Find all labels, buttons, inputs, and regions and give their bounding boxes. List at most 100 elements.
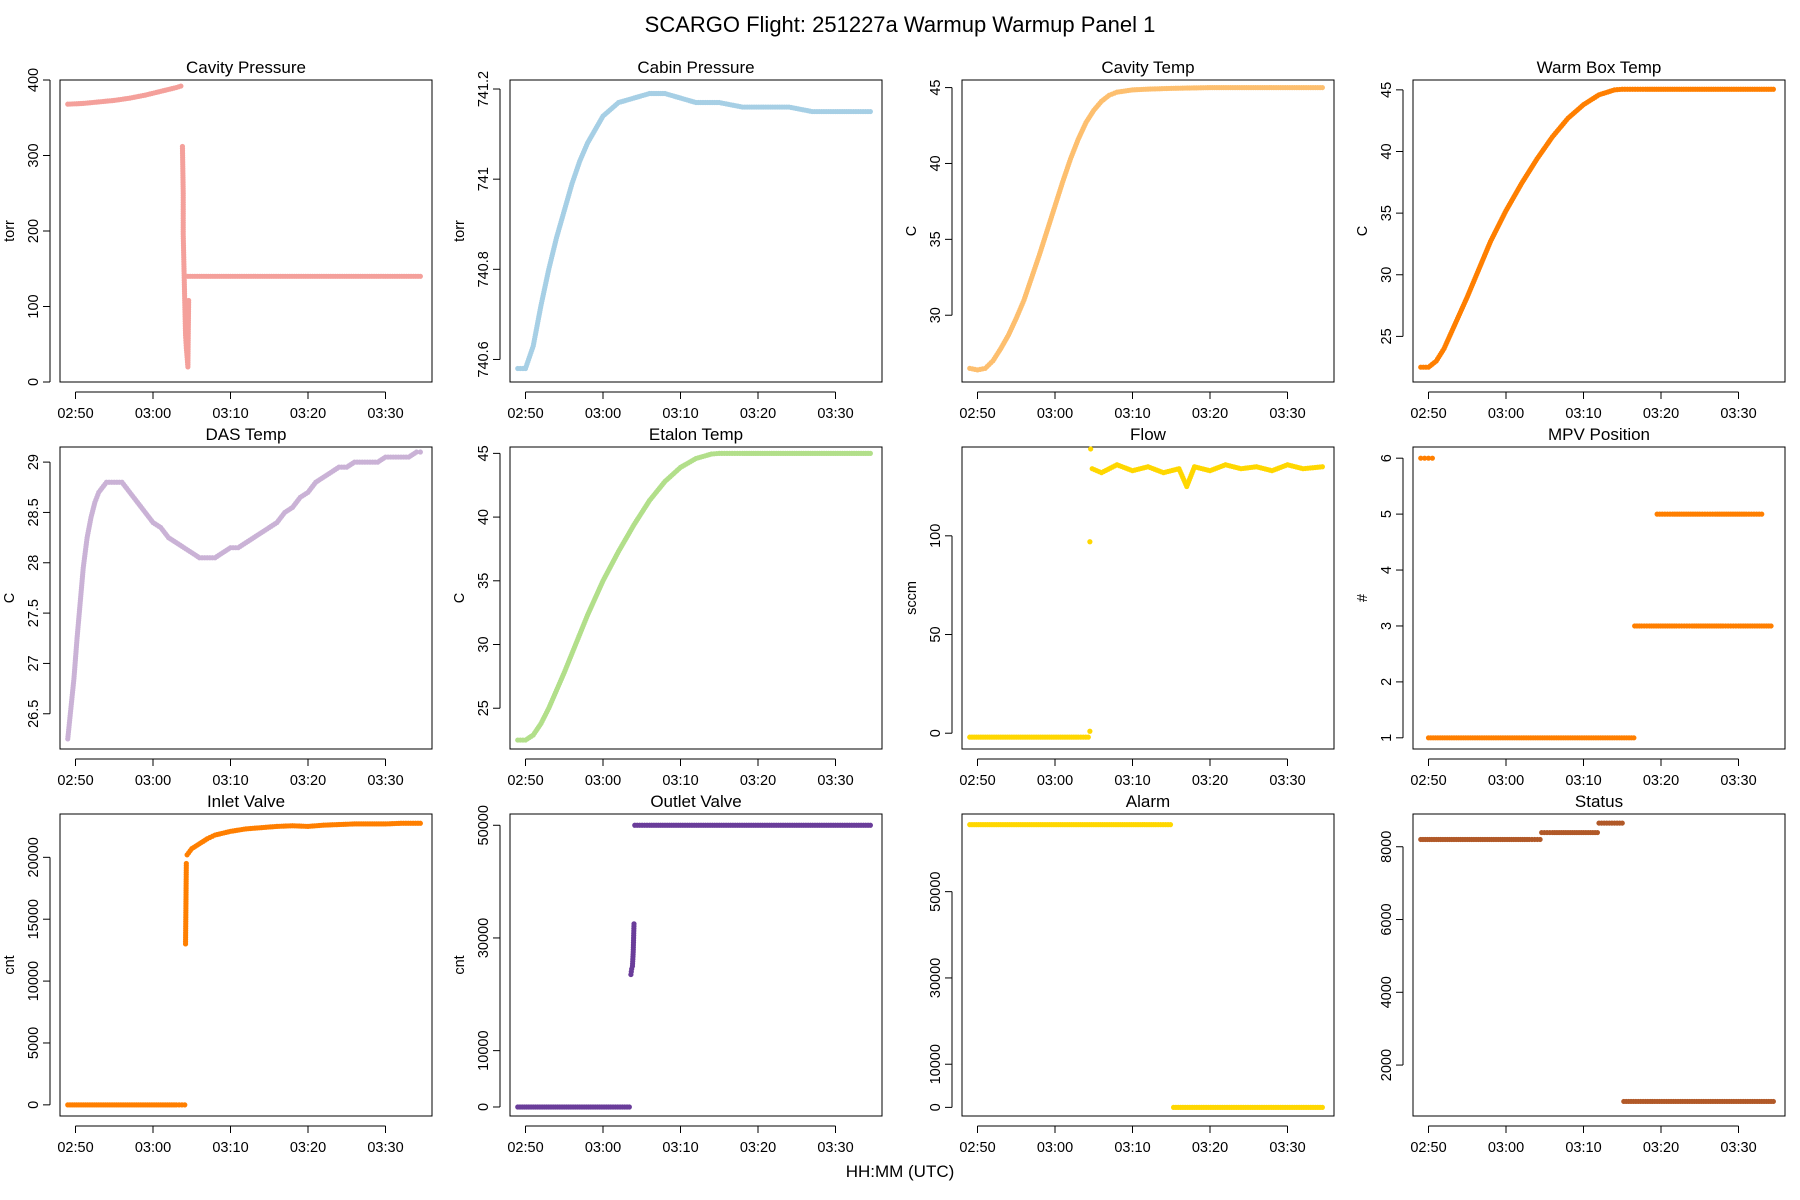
panel-title: Status (1575, 792, 1623, 811)
data-point (417, 449, 423, 455)
y-axis-label: cnt (2, 955, 18, 974)
plot-frame (1412, 79, 1786, 383)
data-point (1594, 829, 1601, 836)
x-tick-label: 03:10 (212, 1140, 248, 1156)
data-point (1770, 1098, 1776, 1105)
series-flow-low (967, 734, 1091, 740)
data-point (178, 83, 184, 89)
x-tick-label: 02:50 (959, 773, 995, 789)
y-tick-label: 4000 (1379, 976, 1395, 1008)
y-tick-label: 8000 (1379, 831, 1395, 863)
y-tick-label: 100 (26, 294, 42, 318)
data-point (1319, 464, 1325, 470)
x-tick-label: 02:50 (507, 406, 543, 422)
y-tick-label: 6 (1379, 454, 1395, 462)
x-tick-label: 02:50 (507, 1140, 543, 1156)
y-tick-label: 30 (476, 636, 492, 652)
data-point (1167, 822, 1174, 828)
series-post-drop (185, 273, 423, 279)
y-tick-label: 741 (476, 167, 492, 191)
data-point (1088, 446, 1094, 452)
x-tick-label: 03:30 (1720, 406, 1756, 422)
x-tick-label: 02:50 (57, 773, 93, 789)
y-tick-label: 45 (1379, 82, 1395, 98)
panel-outlet-valve: Outlet Valve 02:50 03:00 03:10 03:20 03:30 0 10… (452, 792, 883, 1156)
y-tick-label: 45 (476, 445, 492, 461)
y-tick-label: 50000 (928, 871, 944, 911)
y-axis-label: # (1355, 594, 1371, 602)
panel-title: Cavity Pressure (186, 58, 306, 77)
data-point (413, 449, 420, 455)
data-point (1085, 734, 1091, 740)
y-tick-label: 40 (1379, 143, 1395, 159)
y-tick-label: 0 (928, 1103, 944, 1111)
y-tick-label: 50000 (476, 805, 492, 845)
x-tick-label: 03:10 (1565, 406, 1601, 422)
x-tick-label: 03:20 (1192, 773, 1228, 789)
page-title: SCARGO Flight: 251227a Warmup Warmup Pan… (644, 12, 1156, 37)
data-point (186, 297, 192, 304)
plot-frame (1412, 446, 1786, 750)
y-axis-label: C (452, 593, 468, 603)
y-tick-label: 27 (26, 655, 42, 671)
y-tick-label: 5 (1379, 510, 1395, 518)
y-tick-label: 0 (26, 378, 42, 386)
y-tick-label: 50 (928, 626, 944, 642)
x-tick-label: 03:20 (290, 1140, 326, 1156)
y-tick-label: 35 (1379, 205, 1395, 221)
series-outlet-open (632, 822, 873, 828)
series-alarm-low (1170, 1104, 1325, 1110)
x-tick-label: 03:30 (1269, 773, 1305, 789)
y-tick-label: 100 (928, 524, 944, 548)
data-point (867, 450, 873, 456)
y-tick-label: 30000 (928, 958, 944, 998)
y-tick-label: 300 (26, 143, 42, 167)
y-tick-label: 27.5 (26, 599, 42, 627)
series-etalon (515, 450, 873, 743)
x-tick-label: 03:10 (662, 1140, 698, 1156)
y-tick-label: 200 (26, 219, 42, 243)
x-tick-label: 02:50 (959, 1140, 995, 1156)
data-point (867, 108, 873, 115)
series-inlet-jump (182, 860, 189, 947)
series-pos1 (1425, 735, 1637, 741)
data-point (1537, 836, 1543, 843)
y-axis-label: sccm (904, 581, 920, 615)
y-tick-label: 15000 (26, 899, 42, 939)
data-point (867, 822, 873, 828)
data-point (1418, 455, 1424, 461)
y-axis-label: torr (2, 220, 18, 242)
y-tick-label: 3 (1379, 622, 1395, 630)
x-tick-label: 03:00 (585, 1140, 621, 1156)
y-tick-label: 25 (1379, 328, 1395, 344)
x-tick-label: 02:50 (1410, 773, 1446, 789)
y-tick-label: 741.2 (476, 71, 492, 107)
y-tick-label: 35 (928, 231, 944, 247)
x-tick-label: 03:30 (1269, 1140, 1305, 1156)
series-cabin (515, 90, 873, 372)
y-tick-label: 740.8 (476, 251, 492, 287)
panel-title: Flow (1130, 425, 1167, 444)
x-tick-label: 03:00 (585, 773, 621, 789)
plot-frame (961, 446, 1335, 750)
series-outlet-low (515, 1104, 632, 1110)
y-tick-label: 30 (928, 307, 944, 323)
data-point (1770, 86, 1776, 92)
y-tick-label: 25 (476, 700, 492, 716)
y-tick-label: 400 (26, 68, 42, 92)
y-axis-label: C (904, 226, 920, 236)
x-tick-label: 03:30 (817, 1140, 853, 1156)
x-tick-label: 03:00 (1488, 773, 1524, 789)
data-point (626, 1104, 632, 1110)
y-tick-label: 26.5 (26, 700, 42, 728)
x-tick-label: 03:20 (740, 406, 776, 422)
panel-warm-box-temp: Warm Box Temp 02:50 03:00 03:10 03:20 03:30 25… (1355, 58, 1786, 422)
plot-frame (509, 813, 883, 1117)
data-point (631, 921, 637, 927)
panel-flow: Flow 02:50 03:00 03:10 03:20 03:30 0 50 100 sccm (904, 425, 1335, 789)
x-tick-label: 03:00 (1037, 406, 1073, 422)
x-tick-label: 02:50 (57, 406, 93, 422)
plot-frame (961, 79, 1335, 383)
x-tick-label: 03:30 (817, 406, 853, 422)
y-tick-label: 4 (1379, 566, 1395, 574)
